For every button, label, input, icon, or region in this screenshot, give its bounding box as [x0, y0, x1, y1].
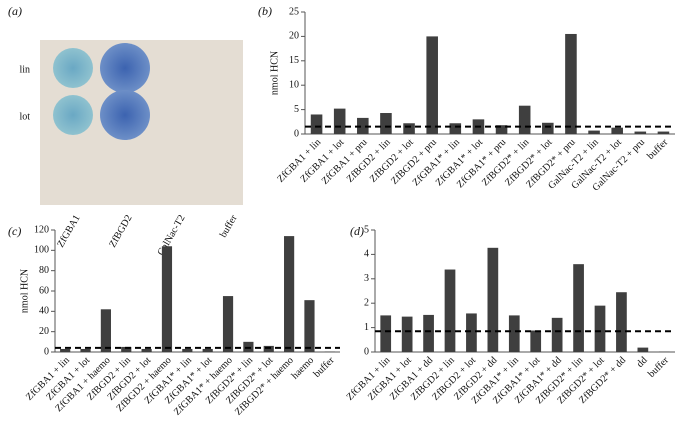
bar — [637, 347, 649, 352]
bar — [243, 341, 254, 352]
panel-label: (c) — [8, 224, 21, 238]
bar — [161, 246, 173, 352]
bar — [518, 105, 531, 134]
bar — [141, 348, 152, 352]
y-tick-label: 0 — [294, 128, 299, 139]
panel-label: (b) — [258, 4, 272, 18]
row-label: lot — [19, 111, 30, 122]
bar — [495, 125, 508, 134]
bar — [508, 315, 520, 352]
x-tick-label: buffer — [646, 354, 671, 379]
y-tick-label: 100 — [34, 245, 49, 256]
y-tick-label: 40 — [39, 306, 49, 317]
y-tick-label: 4 — [364, 249, 369, 260]
bar — [401, 316, 413, 352]
bar — [357, 117, 369, 134]
bar — [565, 33, 577, 134]
bar — [616, 292, 627, 352]
y-tick-label: 3 — [364, 273, 369, 284]
y-tick-label: 10 — [289, 79, 299, 90]
bar — [60, 348, 71, 352]
bar — [324, 351, 335, 352]
y-tick-label: 1 — [364, 322, 369, 333]
bar — [80, 348, 91, 352]
bar — [588, 130, 600, 134]
bar — [333, 108, 346, 134]
row-label: lin — [19, 64, 30, 75]
bar — [202, 348, 213, 352]
spot — [100, 90, 150, 140]
y-tick-label: 2 — [364, 297, 369, 308]
column-label: buffer — [218, 213, 240, 240]
bar — [634, 131, 647, 134]
bar — [426, 36, 438, 134]
bar — [449, 123, 462, 134]
spot — [53, 95, 93, 135]
y-tick-label: 20 — [39, 326, 49, 337]
x-tick-label: haemo — [290, 355, 317, 382]
y-tick-label: 120 — [34, 224, 49, 235]
y-tick-label: 0 — [364, 346, 369, 357]
x-tick-label: buffer — [645, 136, 670, 161]
bar — [304, 300, 315, 352]
y-tick-label: 5 — [364, 224, 369, 235]
bar — [100, 309, 111, 352]
bar — [380, 315, 392, 352]
bar — [403, 123, 415, 134]
bar — [573, 264, 584, 352]
spot — [53, 48, 93, 88]
x-tick-label: buffer — [312, 354, 337, 379]
y-axis-label: nmol HCN — [269, 51, 280, 95]
bar — [284, 236, 295, 352]
panel-label: (d) — [350, 224, 364, 238]
column-label: ZfBGD2 — [107, 213, 134, 249]
bar — [121, 346, 132, 352]
bar — [263, 345, 274, 352]
bar — [380, 113, 392, 134]
y-tick-label: 60 — [39, 285, 49, 296]
bar — [487, 247, 499, 352]
bar — [611, 127, 623, 134]
y-tick-label: 80 — [39, 265, 49, 276]
y-tick-label: 20 — [289, 31, 299, 42]
bar — [530, 330, 542, 352]
bar — [222, 296, 234, 352]
bar — [310, 114, 323, 134]
y-tick-label: 5 — [294, 104, 299, 115]
column-label: ZfGBA1 — [55, 213, 82, 249]
x-tick-label: dd — [635, 355, 650, 370]
bar — [542, 122, 554, 134]
y-tick-label: 15 — [289, 55, 299, 66]
bar — [594, 305, 606, 352]
y-axis-label: nmol HCN — [19, 269, 30, 313]
spot — [100, 43, 150, 93]
bar — [551, 317, 563, 352]
bar — [657, 131, 670, 134]
bar — [444, 269, 456, 352]
bar — [466, 313, 477, 352]
panel-label: (a) — [8, 4, 22, 18]
bar — [182, 348, 193, 352]
y-tick-label: 25 — [289, 6, 299, 17]
bar — [423, 314, 434, 352]
y-tick-label: 0 — [44, 346, 49, 357]
